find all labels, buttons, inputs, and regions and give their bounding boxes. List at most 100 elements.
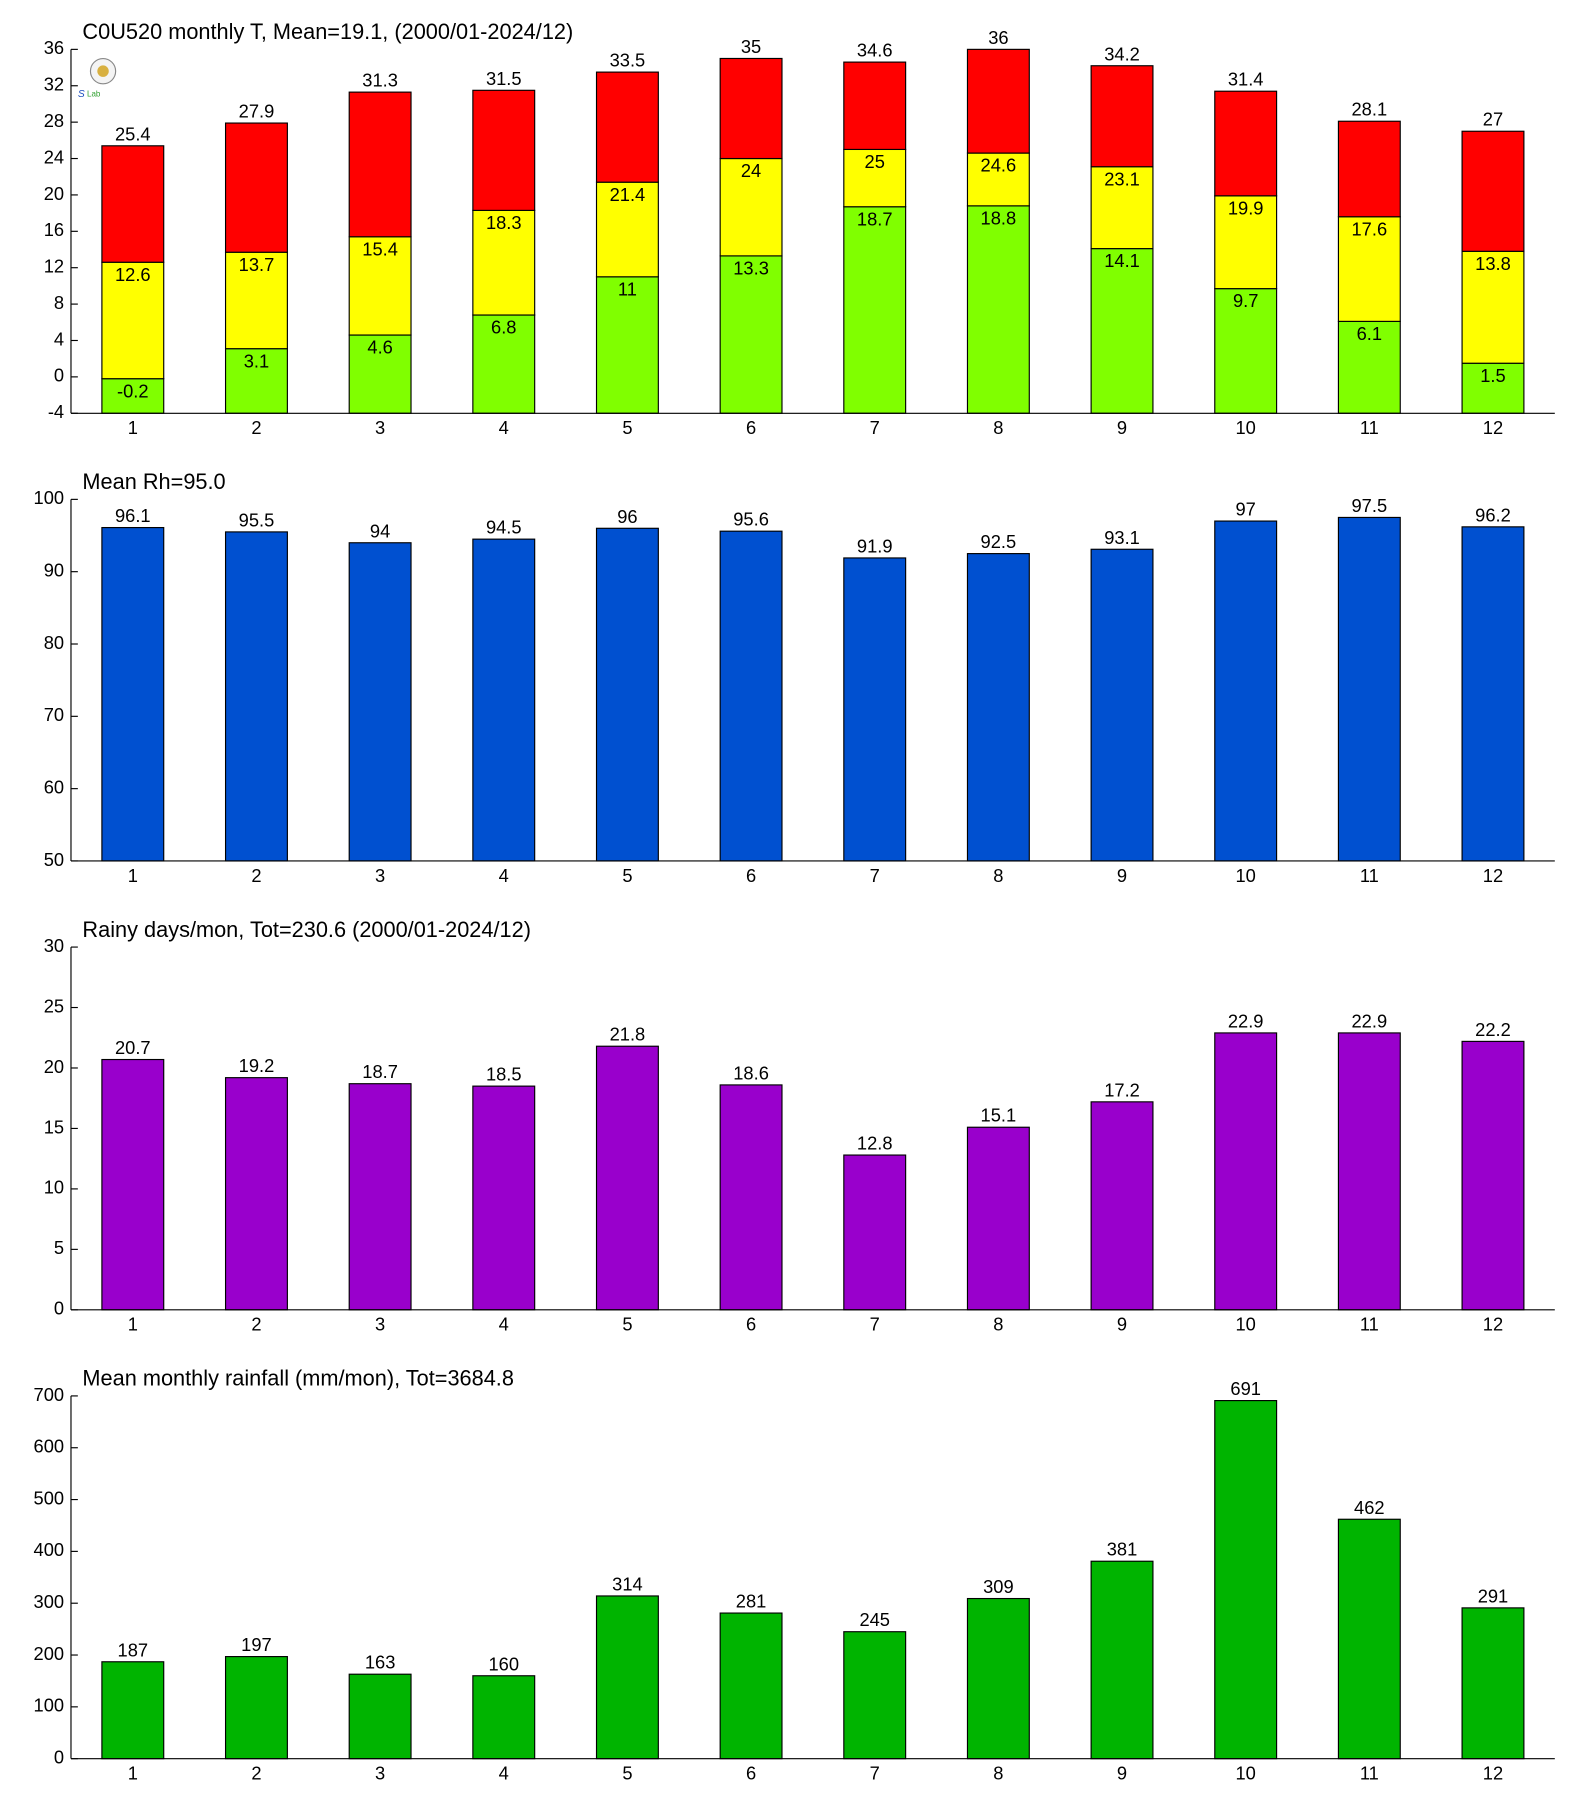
data-label: 18.8: [981, 207, 1017, 228]
bar-segment: [966, 152, 1030, 207]
data-label: 11: [618, 278, 637, 299]
x-tick-label: 2: [251, 865, 261, 886]
y-tick-label: 4: [54, 328, 64, 349]
data-label: 24: [741, 160, 761, 181]
y-tick-label: 100: [34, 487, 65, 508]
bar: [101, 1058, 165, 1311]
bar-segment: [595, 276, 659, 414]
data-label: 197: [241, 1634, 272, 1655]
data-label: 1.5: [1480, 365, 1505, 386]
y-tick-label: 20: [44, 1056, 64, 1077]
data-label: 31.3: [362, 70, 398, 91]
bar-segment: [224, 348, 288, 414]
bar: [348, 542, 412, 862]
x-tick-label: 1: [128, 865, 138, 886]
y-tick-label: 16: [44, 219, 64, 240]
data-label: 17.2: [1104, 1079, 1140, 1100]
x-tick-label: 9: [1117, 417, 1127, 438]
data-label: 15.4: [362, 238, 398, 259]
x-tick-label: 6: [746, 865, 756, 886]
x-tick-label: 10: [1235, 1763, 1255, 1784]
data-label: 22.2: [1475, 1019, 1511, 1040]
x-tick-label: 3: [375, 1314, 385, 1335]
data-label: 95.6: [733, 509, 769, 530]
data-label: 21.4: [610, 184, 646, 205]
y-tick-label: 24: [44, 146, 64, 167]
x-tick-label: 6: [746, 1314, 756, 1335]
svg-text:S: S: [78, 89, 85, 100]
data-label: 35: [741, 36, 761, 57]
x-tick-label: 11: [1360, 865, 1379, 886]
data-label: 13.3: [733, 257, 769, 278]
bar-segment: [719, 255, 783, 414]
x-tick-label: 11: [1360, 1314, 1379, 1335]
bar-segment: [472, 314, 536, 414]
bar-segment: [472, 89, 536, 211]
x-tick-label: 1: [128, 1314, 138, 1335]
y-tick-label: 200: [34, 1643, 65, 1664]
x-tick-label: 4: [499, 865, 509, 886]
bar: [719, 1612, 783, 1760]
x-tick-label: 10: [1235, 417, 1255, 438]
bar: [1461, 1040, 1525, 1311]
data-label: 34.6: [857, 40, 893, 61]
data-label: 160: [488, 1653, 519, 1674]
data-label: 17.6: [1352, 218, 1388, 239]
bar: [1337, 1518, 1401, 1760]
x-tick-label: 11: [1360, 417, 1379, 438]
bar: [348, 1083, 412, 1311]
y-tick-label: 50: [44, 849, 64, 870]
data-label: 18.6: [733, 1062, 769, 1083]
x-tick-label: 2: [251, 1314, 261, 1335]
data-label: 6.1: [1357, 323, 1382, 344]
bar-segment: [224, 122, 288, 253]
data-label: 3.1: [244, 350, 269, 371]
bar: [966, 1126, 1030, 1311]
x-tick-label: 4: [499, 1314, 509, 1335]
data-label: 34.2: [1104, 43, 1140, 64]
bar: [1461, 1607, 1525, 1760]
bar-segment: [1337, 216, 1401, 322]
bar: [719, 1084, 783, 1311]
data-label: 12.6: [115, 264, 151, 285]
bar-segment: [1214, 195, 1278, 290]
data-label: 15.1: [981, 1105, 1017, 1126]
data-label: 691: [1230, 1378, 1261, 1399]
bar: [719, 530, 783, 862]
x-tick-label: 12: [1483, 417, 1503, 438]
bar: [595, 1045, 659, 1311]
x-tick-label: 10: [1235, 1314, 1255, 1335]
data-label: 20.7: [115, 1037, 151, 1058]
x-tick-label: 4: [499, 417, 509, 438]
y-tick-label: 0: [54, 1298, 64, 1319]
x-tick-label: 1: [128, 417, 138, 438]
bar-segment: [1461, 250, 1525, 364]
x-tick-label: 9: [1117, 1763, 1127, 1784]
data-label: 97: [1235, 499, 1255, 520]
x-tick-label: 2: [251, 1763, 261, 1784]
data-label: 291: [1478, 1585, 1509, 1606]
x-tick-label: 8: [993, 865, 1003, 886]
x-tick-label: 12: [1483, 1314, 1503, 1335]
bar: [843, 1631, 907, 1760]
bar: [966, 1597, 1030, 1760]
data-label: 462: [1354, 1497, 1385, 1518]
bar-segment: [595, 71, 659, 183]
y-tick-label: 0: [54, 1747, 64, 1768]
data-label: 96: [617, 506, 637, 527]
x-tick-label: 2: [251, 417, 261, 438]
bar: [472, 1675, 536, 1760]
bar-segment: [224, 251, 288, 350]
bar: [101, 1661, 165, 1760]
x-tick-label: 9: [1117, 1314, 1127, 1335]
data-label: 23.1: [1104, 168, 1140, 189]
data-label: 33.5: [610, 50, 646, 71]
y-tick-label: 36: [44, 37, 64, 58]
x-tick-label: 11: [1360, 1763, 1379, 1784]
data-label: 24.6: [981, 155, 1017, 176]
bar: [595, 527, 659, 862]
bar: [1214, 520, 1278, 862]
data-label: 13.7: [239, 254, 275, 275]
bar: [101, 526, 165, 862]
